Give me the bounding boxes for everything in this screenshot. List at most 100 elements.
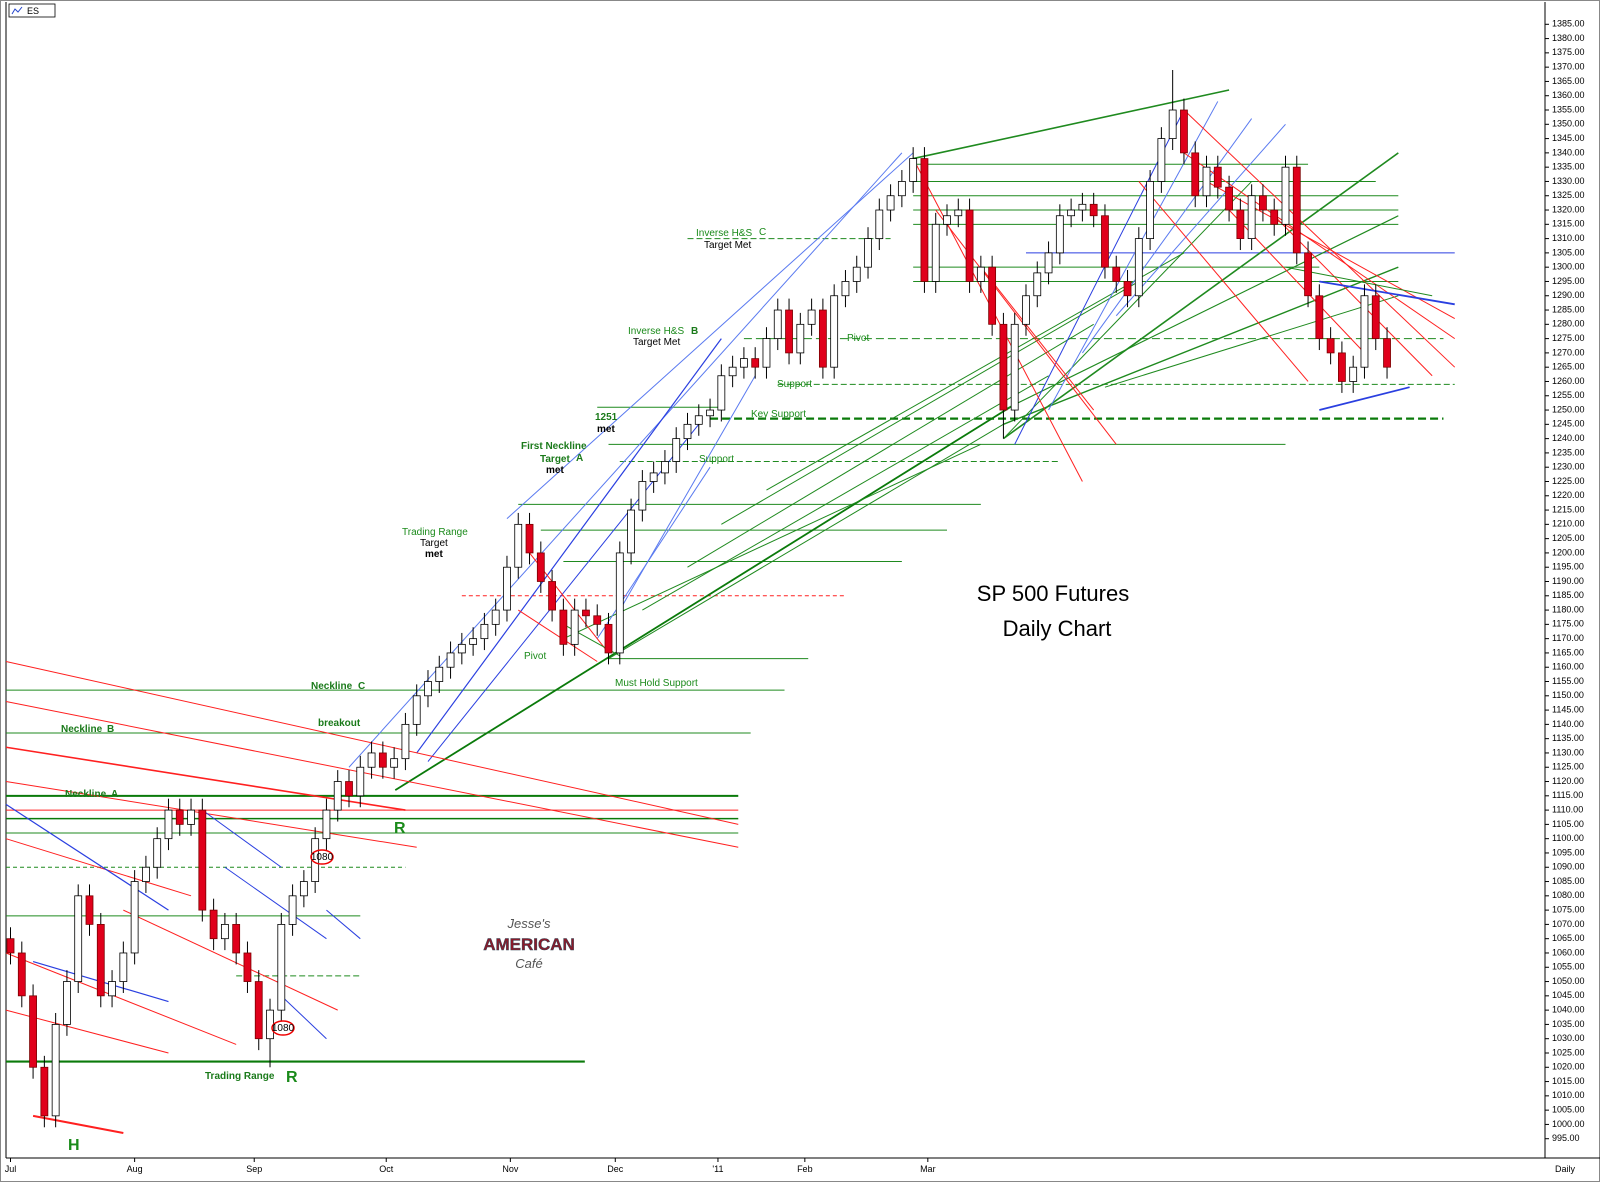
y-tick-label: 1200.00 bbox=[1552, 547, 1585, 557]
y-tick-label: 1275.00 bbox=[1552, 333, 1585, 343]
candle-body bbox=[897, 181, 906, 197]
y-tick-label: 1140.00 bbox=[1552, 719, 1584, 729]
candle-body bbox=[378, 752, 387, 768]
candle-body bbox=[367, 752, 376, 768]
trend-line bbox=[766, 252, 1185, 491]
y-tick-label: 1315.00 bbox=[1552, 219, 1585, 229]
x-tick-label: Mar bbox=[920, 1164, 936, 1174]
candle-body bbox=[299, 881, 308, 897]
candle-body bbox=[1134, 238, 1143, 297]
candle-body bbox=[1157, 138, 1166, 182]
x-tick-label: Sep bbox=[246, 1164, 262, 1174]
y-tick-label: 1265.00 bbox=[1552, 362, 1585, 372]
trend-line bbox=[1319, 280, 1455, 306]
trend-line bbox=[1048, 101, 1219, 411]
trend-line bbox=[1115, 123, 1286, 317]
candle-body bbox=[740, 358, 748, 368]
y-tick-label: 1160.00 bbox=[1552, 662, 1584, 672]
annotation: Neckline bbox=[61, 724, 103, 735]
candle-body bbox=[830, 295, 839, 368]
candle-body bbox=[1236, 209, 1245, 239]
annotation: Support bbox=[699, 454, 734, 465]
candle-body bbox=[514, 523, 523, 568]
candle-body bbox=[536, 552, 545, 582]
chart-subtitle: Daily Chart bbox=[1003, 616, 1112, 641]
candle-body bbox=[17, 952, 26, 997]
y-tick-label: 1385.00 bbox=[1552, 19, 1585, 29]
trend-line bbox=[5, 661, 739, 825]
candle-body bbox=[40, 1066, 49, 1117]
y-tick-label: 1295.00 bbox=[1552, 276, 1585, 286]
candle-body bbox=[209, 909, 218, 940]
annotation: Target Met bbox=[704, 240, 751, 251]
candle-body bbox=[943, 215, 951, 225]
annotation: Support bbox=[777, 379, 812, 390]
candle-body bbox=[1338, 352, 1346, 382]
candle-body bbox=[424, 681, 432, 697]
trend-line bbox=[980, 266, 1095, 411]
candle-body bbox=[345, 781, 353, 797]
chart-title: SP 500 Futures bbox=[977, 581, 1129, 606]
symbol-box bbox=[8, 3, 56, 18]
y-tick-label: 1175.00 bbox=[1552, 619, 1584, 629]
candle-body bbox=[818, 309, 827, 368]
trend-line bbox=[5, 803, 169, 911]
candle-body bbox=[446, 652, 455, 668]
candle-body bbox=[29, 995, 37, 1068]
y-tick-label: 1015.00 bbox=[1552, 1076, 1585, 1086]
candle-body bbox=[852, 266, 861, 282]
y-tick-label: 1245.00 bbox=[1552, 419, 1585, 429]
annotation: 1080 bbox=[272, 1023, 295, 1034]
trend-line bbox=[1081, 118, 1253, 354]
y-tick-label: 1320.00 bbox=[1552, 204, 1585, 214]
y-tick-label: 1170.00 bbox=[1552, 633, 1584, 643]
candle-body bbox=[920, 158, 929, 282]
annotation: Trading Range bbox=[205, 1071, 275, 1082]
annotation: R bbox=[286, 1069, 298, 1086]
y-tick-label: 1165.00 bbox=[1552, 647, 1584, 657]
logo-line: Café bbox=[515, 956, 542, 971]
candle-body bbox=[1067, 209, 1076, 217]
candle-body bbox=[1270, 209, 1279, 225]
candle-body bbox=[356, 766, 365, 797]
candle-body bbox=[1315, 295, 1324, 340]
y-tick-label: 1365.00 bbox=[1552, 76, 1585, 86]
y-tick-label: 1180.00 bbox=[1552, 604, 1584, 614]
y-tick-label: 1040.00 bbox=[1552, 1005, 1585, 1015]
y-tick-label: 1380.00 bbox=[1552, 33, 1585, 43]
y-tick-label: 1085.00 bbox=[1552, 876, 1585, 886]
candle-body bbox=[796, 323, 805, 354]
annotation: A bbox=[576, 453, 583, 464]
candle-body bbox=[604, 623, 613, 654]
y-tick-label: 1080.00 bbox=[1552, 890, 1585, 900]
candle-body bbox=[390, 758, 399, 768]
y-tick-label: 1310.00 bbox=[1552, 233, 1585, 243]
x-tick-label: Nov bbox=[502, 1164, 519, 1174]
candle-body bbox=[85, 895, 94, 925]
candle-body bbox=[1180, 109, 1188, 154]
trend-line bbox=[280, 995, 327, 1040]
candle-body bbox=[1292, 166, 1301, 254]
y-tick-label: 1065.00 bbox=[1552, 933, 1585, 943]
candle-body bbox=[1044, 252, 1053, 274]
candle-body bbox=[525, 523, 534, 554]
candle-body bbox=[469, 638, 478, 645]
candle-body bbox=[220, 924, 229, 940]
candle-body bbox=[153, 838, 162, 868]
annotation: C bbox=[759, 227, 766, 238]
y-tick-label: 1100.00 bbox=[1552, 833, 1584, 843]
candle-body bbox=[706, 409, 714, 417]
y-tick-label: 1055.00 bbox=[1552, 962, 1585, 972]
candle-body bbox=[51, 1024, 60, 1117]
y-tick-label: 1020.00 bbox=[1552, 1062, 1585, 1072]
candle-body bbox=[988, 266, 997, 325]
y-tick-label: 1340.00 bbox=[1552, 147, 1585, 157]
candle-body bbox=[999, 323, 1008, 411]
logo: Jesse's AMERICAN Café bbox=[483, 916, 575, 971]
candle-body bbox=[119, 952, 128, 982]
y-tick-label: 1215.00 bbox=[1552, 504, 1585, 514]
y-tick-label: 1135.00 bbox=[1552, 733, 1584, 743]
y-tick-label: 1350.00 bbox=[1552, 119, 1585, 129]
trend-line bbox=[416, 338, 722, 754]
trend-line bbox=[1319, 386, 1410, 411]
